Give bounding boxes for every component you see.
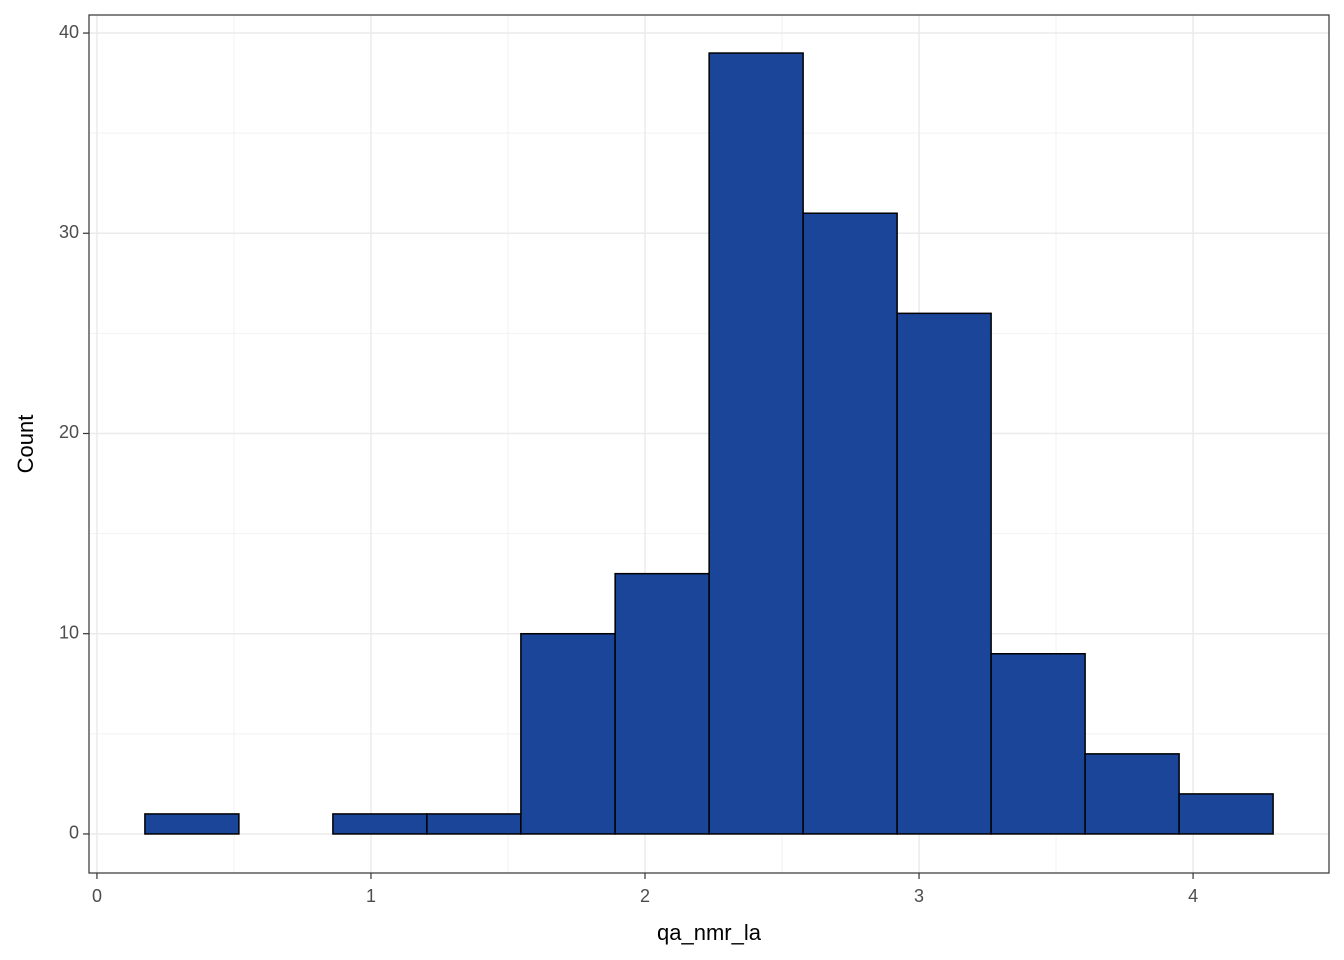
bar	[896, 312, 992, 835]
bar	[332, 813, 428, 835]
y-tick-label: 30	[59, 222, 79, 242]
y-tick-label: 40	[59, 22, 79, 42]
x-tick-label: 4	[1188, 886, 1198, 906]
bar	[614, 572, 710, 835]
bar	[1084, 753, 1180, 835]
y-axis-title: Count	[13, 415, 38, 474]
panel-border	[88, 14, 1330, 874]
bar	[802, 212, 898, 835]
x-tick-label: 3	[914, 886, 924, 906]
bar	[990, 652, 1086, 835]
y-tick-label: 10	[59, 622, 79, 642]
bar	[708, 52, 804, 835]
y-tick-label: 20	[59, 422, 79, 442]
x-tick-label: 2	[640, 886, 650, 906]
y-tick-label: 0	[69, 823, 79, 843]
x-tick-label: 0	[92, 886, 102, 906]
bar	[426, 813, 522, 835]
bar	[1178, 793, 1274, 835]
bar	[144, 813, 240, 835]
bar	[520, 632, 616, 835]
x-tick-label: 1	[366, 886, 376, 906]
x-axis-title: qa_nmr_la	[657, 920, 762, 945]
